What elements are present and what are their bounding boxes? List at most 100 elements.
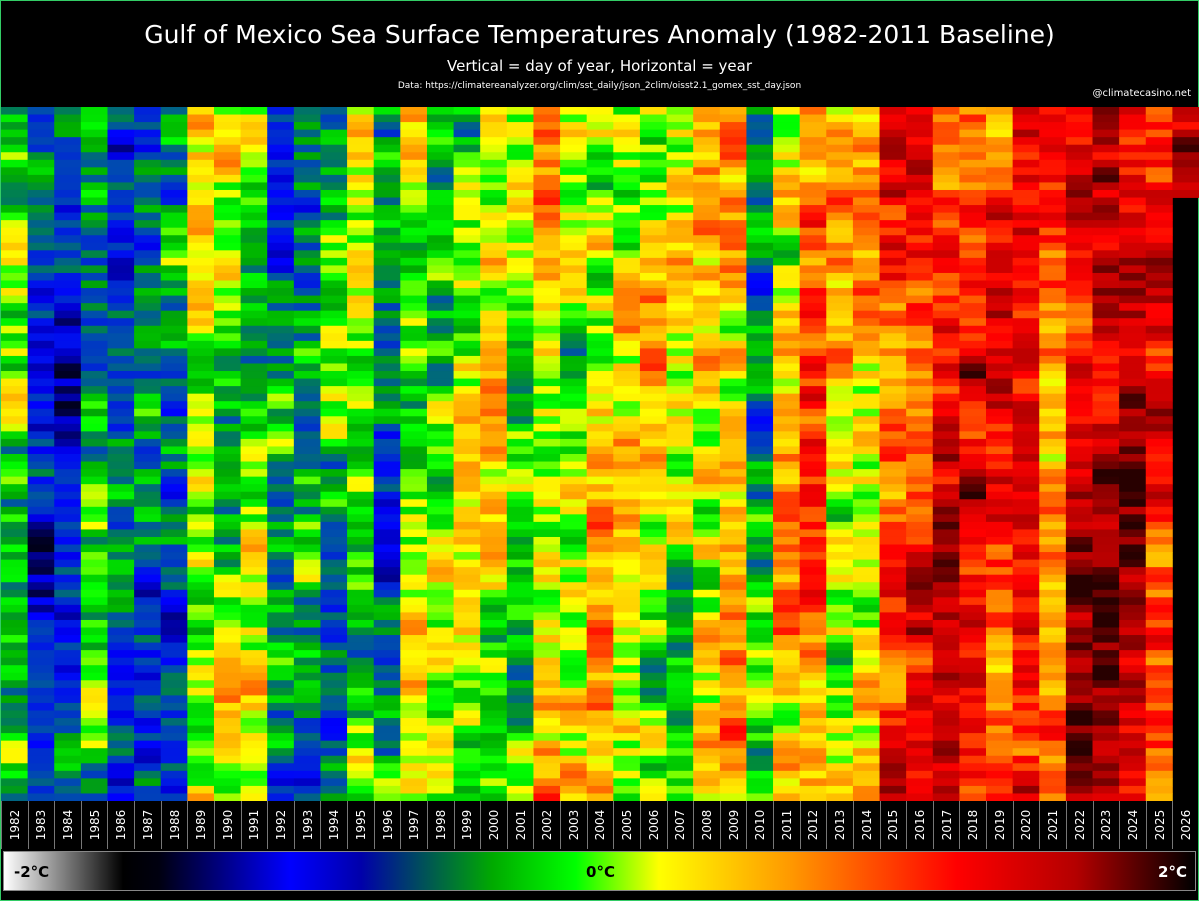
heatmap-cell	[347, 718, 375, 726]
heatmap-cell	[373, 272, 401, 281]
heatmap-cell	[453, 114, 481, 123]
heatmap-cell	[826, 212, 854, 221]
heatmap-cell	[347, 702, 375, 711]
heatmap-cell	[107, 303, 135, 312]
heatmap-cell	[240, 491, 268, 500]
heatmap-cell	[932, 627, 960, 636]
heatmap-cell	[107, 416, 135, 425]
heatmap-cell	[826, 657, 854, 666]
heatmap-cell	[400, 137, 428, 146]
heatmap-cell	[879, 536, 907, 545]
heatmap-cell	[852, 619, 880, 628]
heatmap-cell	[1145, 499, 1173, 508]
heatmap-cell	[986, 393, 1014, 402]
heatmap-cell	[959, 619, 987, 628]
heatmap-cell	[586, 265, 614, 274]
heatmap-cell	[799, 627, 827, 636]
heatmap-cell	[400, 212, 428, 221]
heatmap-cell	[54, 129, 82, 138]
heatmap-cell	[852, 544, 880, 553]
heatmap-cell	[560, 544, 588, 553]
heatmap-cell	[1145, 506, 1173, 515]
heatmap-cell	[1039, 363, 1067, 372]
heatmap-cell	[27, 574, 55, 583]
heatmap-cell	[1145, 461, 1173, 470]
heatmap-cell	[506, 770, 534, 779]
heatmap-cell	[533, 567, 561, 576]
heatmap-cell	[986, 536, 1014, 545]
heatmap-cell	[1145, 612, 1173, 621]
heatmap-cell	[54, 438, 82, 447]
heatmap-cell	[400, 529, 428, 538]
heatmap-cell	[187, 122, 215, 131]
heatmap-cell	[1145, 582, 1173, 591]
heatmap-cell	[293, 333, 321, 342]
heatmap-cell	[80, 785, 108, 794]
year-tick: 2020	[1012, 801, 1040, 849]
heatmap-cell	[826, 250, 854, 259]
heatmap-cell	[586, 386, 614, 395]
heatmap-cell	[213, 604, 241, 613]
heatmap-cell	[54, 333, 82, 342]
heatmap-cell	[1, 770, 29, 779]
heatmap-cell	[1119, 604, 1147, 613]
heatmap-cell	[453, 386, 481, 395]
heatmap-cell	[799, 785, 827, 794]
heatmap-cell	[906, 220, 934, 229]
heatmap-cell	[959, 567, 987, 576]
heatmap-cell	[240, 635, 268, 643]
heatmap-cell	[666, 303, 694, 312]
heatmap-cell	[879, 612, 907, 621]
heatmap-cell	[639, 371, 667, 379]
heatmap-cell	[799, 107, 827, 115]
heatmap-cell	[560, 174, 588, 183]
heatmap-cell	[1092, 484, 1120, 493]
heatmap-cell	[160, 499, 188, 508]
heatmap-cell	[746, 740, 774, 749]
heatmap-cell	[1039, 544, 1067, 553]
heatmap-cell	[693, 220, 721, 229]
heatmap-cell	[852, 635, 880, 643]
heatmap-cell	[533, 665, 561, 674]
heatmap-cell	[1092, 137, 1120, 146]
heatmap-cell	[160, 272, 188, 281]
heatmap-cell	[213, 695, 241, 704]
heatmap-column-1992	[267, 107, 295, 801]
heatmap-cell	[799, 650, 827, 659]
heatmap-cell	[666, 672, 694, 681]
heatmap-cell	[1119, 552, 1147, 561]
heatmap-cell	[80, 718, 108, 726]
heatmap-cell	[533, 227, 561, 236]
heatmap-cell	[533, 718, 561, 726]
heatmap-cell	[1012, 333, 1040, 342]
heatmap-cell	[506, 748, 534, 757]
year-tick: 1996	[373, 801, 401, 849]
heatmap-cell	[719, 107, 747, 115]
heatmap-cell	[107, 567, 135, 576]
heatmap-cell	[240, 408, 268, 417]
heatmap-cell	[852, 469, 880, 478]
heatmap-cell	[1039, 635, 1067, 643]
heatmap-cell	[426, 484, 454, 493]
heatmap-cell	[959, 401, 987, 410]
heatmap-cell	[639, 529, 667, 538]
heatmap-cell	[373, 740, 401, 749]
heatmap-cell	[506, 476, 534, 485]
heatmap-cell	[1039, 355, 1067, 364]
heatmap-cell	[693, 740, 721, 749]
heatmap-cell	[1039, 552, 1067, 561]
heatmap-cell	[666, 371, 694, 379]
heatmap-cell	[906, 763, 934, 772]
heatmap-cell	[107, 657, 135, 666]
heatmap-cell	[586, 182, 614, 191]
heatmap-cell	[80, 122, 108, 131]
year-tick-label: 1991	[247, 809, 262, 841]
heatmap-cell	[959, 785, 987, 794]
heatmap-cell	[80, 461, 108, 470]
heatmap-cell	[852, 235, 880, 244]
heatmap-cell	[613, 650, 641, 659]
heatmap-cell	[852, 107, 880, 115]
heatmap-cell	[586, 702, 614, 711]
heatmap-cell	[160, 107, 188, 115]
heatmap-cell	[533, 763, 561, 772]
